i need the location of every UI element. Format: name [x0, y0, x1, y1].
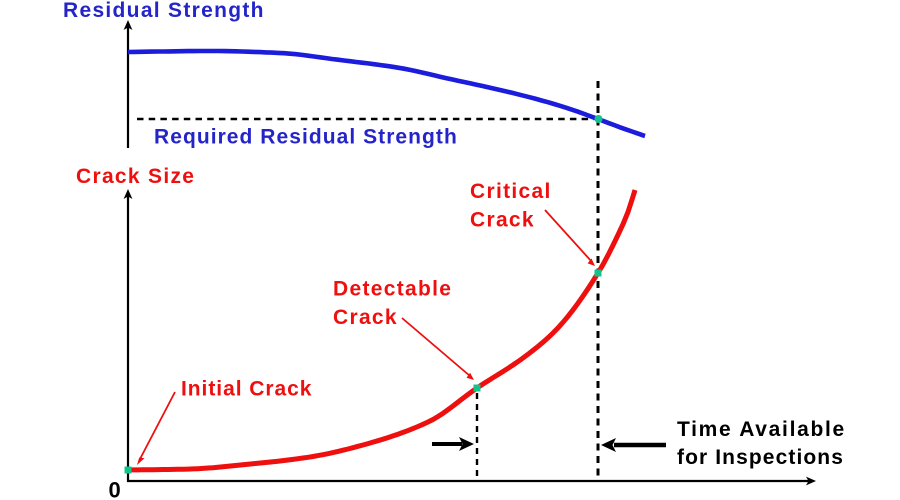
svg-text:Initial Crack: Initial Crack: [181, 378, 312, 401]
svg-text:Critical: Critical: [470, 180, 552, 203]
svg-text:for Inspections: for Inspections: [677, 446, 844, 469]
svg-text:Required Residual Strength: Required Residual Strength: [154, 126, 458, 149]
svg-text:Time Available: Time Available: [677, 418, 846, 441]
svg-text:0: 0: [109, 478, 123, 500]
svg-text:Crack: Crack: [470, 209, 535, 232]
svg-text:Crack Size: Crack Size: [76, 165, 195, 188]
svg-text:Crack: Crack: [333, 306, 398, 329]
svg-text:Detectable: Detectable: [333, 278, 452, 301]
svg-text:Residual Strength: Residual Strength: [63, 0, 265, 22]
